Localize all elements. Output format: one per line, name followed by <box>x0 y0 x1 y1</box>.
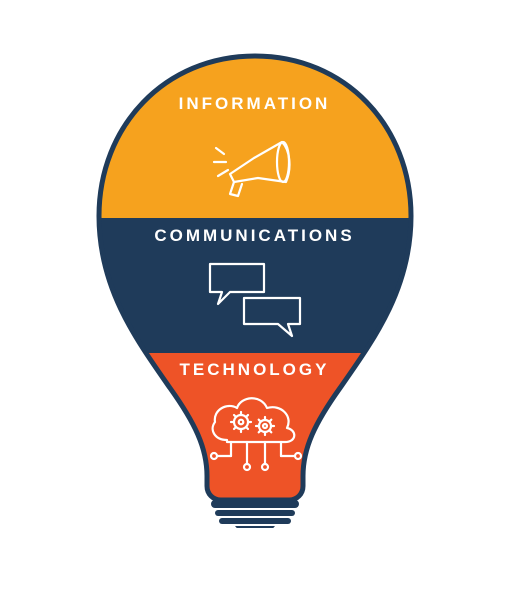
band-label-communications: COMMUNICATIONS <box>85 226 425 246</box>
lightbulb-infographic: INFORMATION COMMUNICATIONS TECHNOLOGY <box>85 48 425 528</box>
bulb-base <box>211 500 299 528</box>
band-label-technology: TECHNOLOGY <box>85 360 425 380</box>
band-label-information: INFORMATION <box>85 94 425 114</box>
chat-bubbles-icon <box>200 258 310 343</box>
megaphone-icon <box>210 128 300 213</box>
cloud-gears-icon <box>195 390 315 485</box>
